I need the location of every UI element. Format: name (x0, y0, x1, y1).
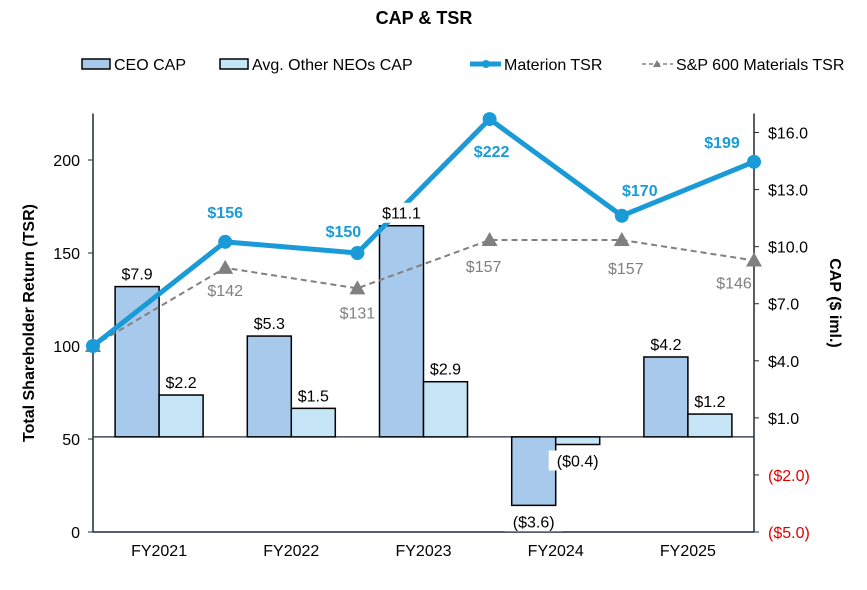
bar-0 (378, 224, 425, 438)
bar-1 (422, 380, 469, 438)
sp600-tsr-line (92, 238, 755, 347)
sp600-tsr-marker (481, 231, 498, 246)
y-right-tick-label: $16.0 (768, 126, 808, 143)
bar-value-label: $5.3 (254, 316, 285, 333)
sp600-tsr-marker (746, 252, 762, 267)
sp600-tsr-label: $157 (608, 261, 644, 278)
bar-value-label: ($3.6) (513, 514, 555, 531)
y-axis-left-label: Total Shareholder Return (TSR) (21, 204, 38, 442)
y-left-tick-label: 0 (71, 525, 80, 542)
y-left-tick-label: 150 (53, 246, 80, 263)
x-tick-label: FY2022 (263, 543, 319, 560)
x-tick-label: FY2021 (131, 543, 187, 560)
x-tick-label: FY2023 (395, 543, 451, 560)
bar-label-bg (249, 313, 290, 334)
bar-label-bg (548, 450, 607, 471)
bar-value-label: $1.2 (694, 394, 725, 411)
bar-label-bg (117, 263, 158, 284)
y-left-tick-label: 100 (53, 339, 80, 356)
materion-tsr-marker (350, 246, 365, 260)
legend-marker-sp600 (653, 60, 661, 67)
chart-title: CAP & TSR (376, 8, 473, 28)
y-left-tick-label: 50 (62, 432, 80, 449)
bar-value-label: $2.2 (166, 375, 197, 392)
y-right-tick-label: $7.0 (768, 297, 799, 314)
sp600-tsr-marker (217, 259, 234, 274)
bar-0 (246, 335, 293, 438)
materion-tsr-label: $150 (326, 224, 362, 241)
legend-label: S&P 600 Materials TSR (676, 57, 844, 74)
bar-label-bg (425, 358, 466, 379)
bar-value-label: ($0.4) (557, 453, 599, 470)
bar-value-label: $2.9 (430, 362, 461, 379)
sp600-tsr-label: $142 (207, 283, 243, 300)
legend-label: Materion TSR (504, 57, 602, 74)
bar-label-bg (504, 511, 563, 532)
materion-tsr-label: $156 (207, 205, 243, 222)
legend-swatch-bar-1 (219, 58, 249, 70)
y-right-tick-label: $4.0 (768, 354, 799, 371)
y-right-tick-label: $13.0 (768, 183, 808, 200)
x-tick-label: FY2025 (660, 543, 716, 560)
bar-label-bg (293, 385, 334, 406)
materion-tsr-line (91, 115, 755, 348)
materion-tsr-marker (747, 154, 761, 169)
sp600-tsr-label: $131 (340, 305, 376, 322)
bar-value-label: $4.2 (650, 337, 681, 354)
bar-1 (687, 413, 733, 438)
y-right-tick-label: ($2.0) (768, 468, 810, 485)
bar-1 (290, 407, 337, 438)
materion-tsr-marker (482, 112, 497, 127)
bar-1 (158, 394, 204, 438)
plot-area: 0 50 100 150 200 ($5.0) ($2.0) $1.0 $4.0 $7.0 $10.… (53, 112, 810, 560)
bar-0 (643, 356, 689, 438)
tsr-lines (85, 112, 762, 353)
materion-tsr-marker (614, 208, 629, 223)
bar-0 (510, 436, 557, 507)
sp600-tsr-label: $157 (466, 259, 502, 276)
bar-label-bg (689, 391, 730, 412)
materion-tsr-marker (218, 234, 233, 249)
legend-swatch-bar-0 (81, 58, 111, 70)
y-left-tick-label: 200 (53, 153, 80, 170)
materion-tsr-label: $222 (474, 144, 510, 161)
materion-tsr-label: $199 (704, 135, 740, 152)
bar-label-bg (377, 202, 426, 223)
sp600-tsr-marker (613, 231, 630, 246)
x-tick-label: FY2024 (528, 543, 584, 560)
materion-tsr-label: $170 (622, 183, 658, 200)
legend: CEO CAP Avg. Other NEOs CAP Materion TSR S&… (81, 57, 844, 74)
legend-label: Avg. Other NEOs CAP (252, 57, 413, 74)
sp600-tsr-label: $146 (716, 275, 752, 292)
bar-value-label: $11.1 (382, 206, 421, 223)
bar-value-label: $1.5 (298, 388, 329, 405)
bar-value-label: $7.9 (122, 267, 153, 284)
legend-marker-materion (482, 60, 490, 68)
y-right-tick-label: $10.0 (768, 240, 808, 257)
sp600-tsr-marker (349, 280, 366, 295)
bar-label-bg (161, 372, 202, 393)
y-right-tick-label: $1.0 (768, 411, 799, 428)
y-axis-right-label: CAP ($ iml.) (826, 258, 843, 348)
bar-1 (554, 436, 601, 446)
materion-tsr-marker (86, 339, 100, 353)
legend-label: CEO CAP (114, 57, 186, 74)
bar-label-bg (645, 333, 686, 354)
y-right-tick-label: ($5.0) (768, 525, 810, 542)
